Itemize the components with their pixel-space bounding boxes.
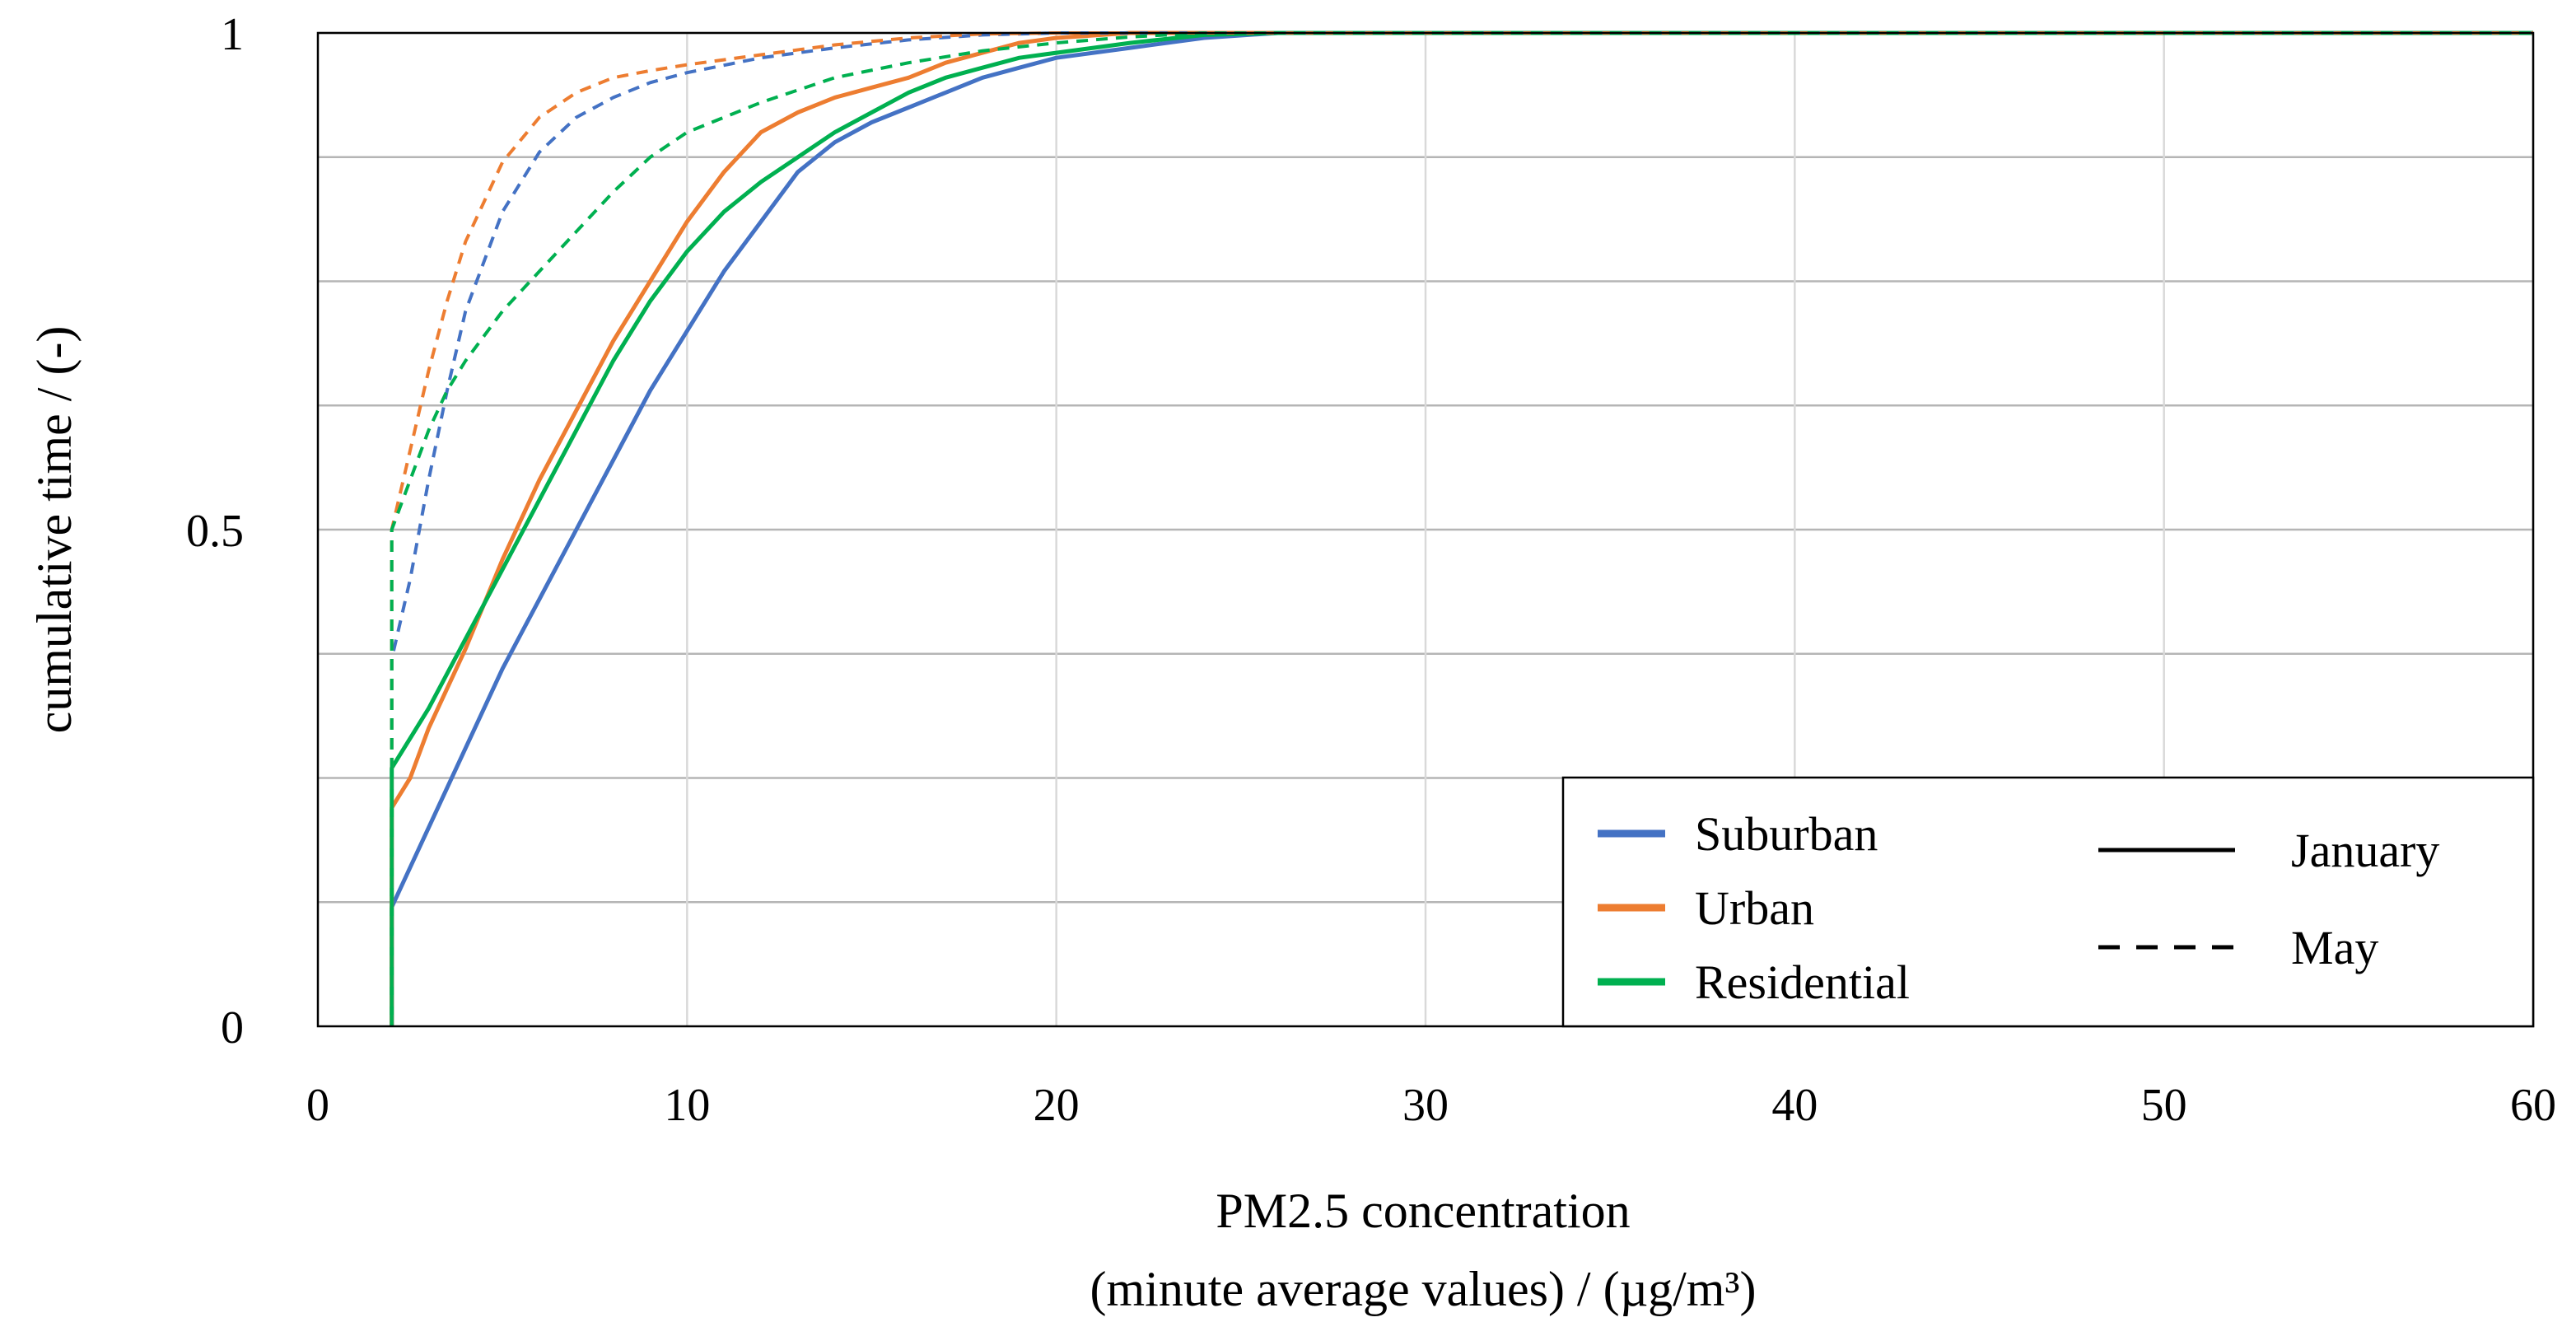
series-line-residential-may bbox=[390, 31, 2533, 1026]
legend-label-may: May bbox=[2291, 921, 2378, 974]
x-tick-label: 60 bbox=[2510, 1080, 2556, 1131]
legend-label-residential: Residential bbox=[1695, 955, 1910, 1009]
series-line-urban-may bbox=[390, 31, 2533, 1026]
series-line-residential-january bbox=[390, 30, 2533, 1026]
y-tick-label: 0 bbox=[221, 1002, 244, 1053]
legend-box bbox=[1561, 776, 2535, 1028]
plot-frame bbox=[316, 31, 2535, 1028]
x-tick-label: 50 bbox=[2141, 1080, 2187, 1131]
legend-label-suburban: Suburban bbox=[1695, 807, 1878, 861]
x-tick-label: 10 bbox=[664, 1080, 710, 1131]
legend-label-january: January bbox=[2291, 824, 2439, 877]
series-line-urban-january bbox=[390, 30, 2533, 1026]
y-tick-label: 0.5 bbox=[186, 506, 244, 557]
series-line-suburban-january bbox=[390, 30, 2533, 1026]
legend: Suburban Urban Residential January May bbox=[1561, 776, 2535, 1028]
x-tick-label: 0 bbox=[306, 1080, 329, 1131]
x-axis-title-line2: (minute average values) / (µg/m³) bbox=[1090, 1262, 1757, 1316]
x-axis-title-line1: PM2.5 concentration bbox=[1216, 1184, 1630, 1238]
x-tick-labels: 0 10 20 30 40 50 60 bbox=[306, 1080, 2556, 1131]
legend-label-urban: Urban bbox=[1695, 881, 1814, 935]
x-tick-label: 40 bbox=[1771, 1080, 1818, 1131]
y-axis-title: cumulative time / (-) bbox=[27, 326, 82, 734]
x-tick-label: 20 bbox=[1034, 1080, 1080, 1131]
series-line-suburban-may bbox=[390, 31, 2533, 1026]
series-lines bbox=[390, 30, 2533, 1026]
y-tick-label: 1 bbox=[221, 9, 244, 60]
x-tick-label: 30 bbox=[1402, 1080, 1449, 1131]
y-tick-labels: 00.51 bbox=[186, 9, 244, 1053]
